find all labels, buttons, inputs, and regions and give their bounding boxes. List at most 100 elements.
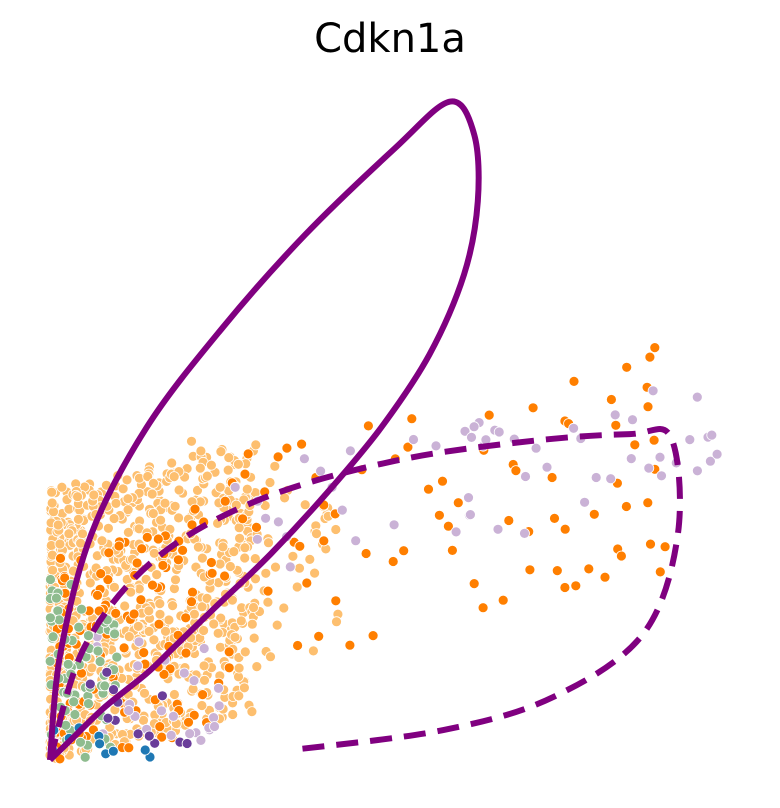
data-point bbox=[223, 662, 235, 674]
data-point bbox=[155, 514, 167, 526]
data-point bbox=[227, 709, 239, 720]
data-point bbox=[239, 552, 251, 564]
data-point bbox=[180, 612, 192, 624]
data-point bbox=[73, 514, 84, 525]
data-point bbox=[263, 537, 274, 549]
data-point bbox=[76, 603, 87, 615]
solid-fit-curve bbox=[47, 98, 482, 763]
data-point bbox=[287, 550, 299, 562]
data-point bbox=[169, 500, 181, 512]
data-point bbox=[248, 632, 260, 644]
data-point bbox=[139, 744, 151, 756]
data-point bbox=[143, 626, 155, 637]
data-point bbox=[659, 541, 671, 553]
data-point bbox=[264, 477, 276, 488]
data-point bbox=[215, 612, 227, 624]
data-point bbox=[649, 342, 661, 354]
data-point bbox=[691, 391, 703, 403]
data-point bbox=[177, 545, 189, 556]
data-point bbox=[260, 567, 272, 579]
data-point bbox=[131, 557, 143, 569]
data-point bbox=[551, 565, 563, 576]
data-point bbox=[208, 618, 220, 630]
data-point bbox=[214, 481, 226, 493]
data-point bbox=[142, 471, 154, 482]
data-point bbox=[110, 608, 122, 619]
data-point bbox=[281, 442, 293, 454]
data-point bbox=[96, 535, 108, 547]
scatter-points bbox=[44, 342, 723, 765]
data-point bbox=[212, 627, 224, 639]
data-point bbox=[151, 569, 163, 580]
data-point bbox=[53, 614, 65, 626]
data-point bbox=[503, 515, 515, 526]
data-point bbox=[291, 581, 303, 593]
data-point bbox=[559, 582, 571, 593]
data-point bbox=[52, 519, 64, 531]
data-point bbox=[214, 558, 226, 570]
data-point bbox=[183, 716, 194, 728]
data-point bbox=[654, 566, 666, 578]
data-point bbox=[265, 651, 276, 663]
data-point bbox=[360, 548, 372, 559]
data-point bbox=[163, 614, 175, 626]
data-point bbox=[251, 522, 262, 533]
data-point bbox=[55, 553, 66, 564]
data-point bbox=[497, 594, 509, 606]
data-point bbox=[222, 464, 234, 476]
data-point bbox=[135, 594, 147, 606]
data-point bbox=[186, 596, 197, 608]
data-point bbox=[233, 690, 245, 702]
data-point bbox=[223, 452, 235, 464]
data-point bbox=[656, 470, 667, 482]
chart-title: Cdkn1a bbox=[314, 16, 466, 62]
data-point bbox=[239, 542, 251, 554]
data-point bbox=[318, 535, 330, 547]
data-point bbox=[47, 631, 59, 643]
data-point bbox=[110, 497, 122, 509]
data-point bbox=[195, 445, 207, 457]
data-point bbox=[367, 630, 379, 641]
data-point bbox=[59, 572, 71, 584]
data-point bbox=[301, 577, 313, 589]
data-point bbox=[627, 414, 638, 426]
data-point bbox=[133, 636, 145, 648]
data-point bbox=[313, 631, 325, 642]
data-point bbox=[272, 516, 284, 528]
data-point bbox=[103, 547, 115, 559]
data-point bbox=[157, 560, 169, 571]
data-point bbox=[181, 738, 193, 749]
data-point bbox=[284, 561, 296, 573]
data-point bbox=[168, 689, 180, 700]
data-point bbox=[296, 438, 308, 450]
data-point bbox=[262, 596, 274, 608]
data-point bbox=[647, 385, 659, 397]
data-point bbox=[260, 512, 272, 524]
data-point bbox=[194, 462, 206, 474]
data-point bbox=[477, 602, 489, 614]
data-point bbox=[122, 504, 134, 516]
data-point bbox=[621, 501, 632, 512]
data-point bbox=[119, 600, 131, 612]
data-point bbox=[178, 667, 190, 679]
data-point bbox=[705, 455, 716, 467]
data-point bbox=[149, 737, 161, 749]
data-point bbox=[241, 483, 253, 495]
data-point bbox=[643, 462, 655, 474]
data-point bbox=[239, 646, 251, 658]
data-point bbox=[125, 586, 137, 598]
data-point bbox=[123, 705, 135, 716]
data-point bbox=[464, 509, 476, 520]
data-point bbox=[309, 567, 321, 579]
data-point bbox=[148, 477, 159, 489]
data-point bbox=[73, 621, 85, 633]
data-point bbox=[72, 491, 83, 503]
data-point bbox=[170, 574, 181, 586]
data-point bbox=[195, 735, 207, 746]
data-point bbox=[442, 520, 454, 532]
data-point bbox=[570, 580, 582, 592]
data-point bbox=[242, 448, 254, 460]
data-point bbox=[233, 662, 245, 674]
data-point bbox=[387, 556, 399, 567]
data-point bbox=[132, 621, 144, 632]
